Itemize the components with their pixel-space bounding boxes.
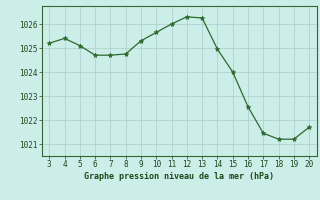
X-axis label: Graphe pression niveau de la mer (hPa): Graphe pression niveau de la mer (hPa) xyxy=(84,172,274,181)
